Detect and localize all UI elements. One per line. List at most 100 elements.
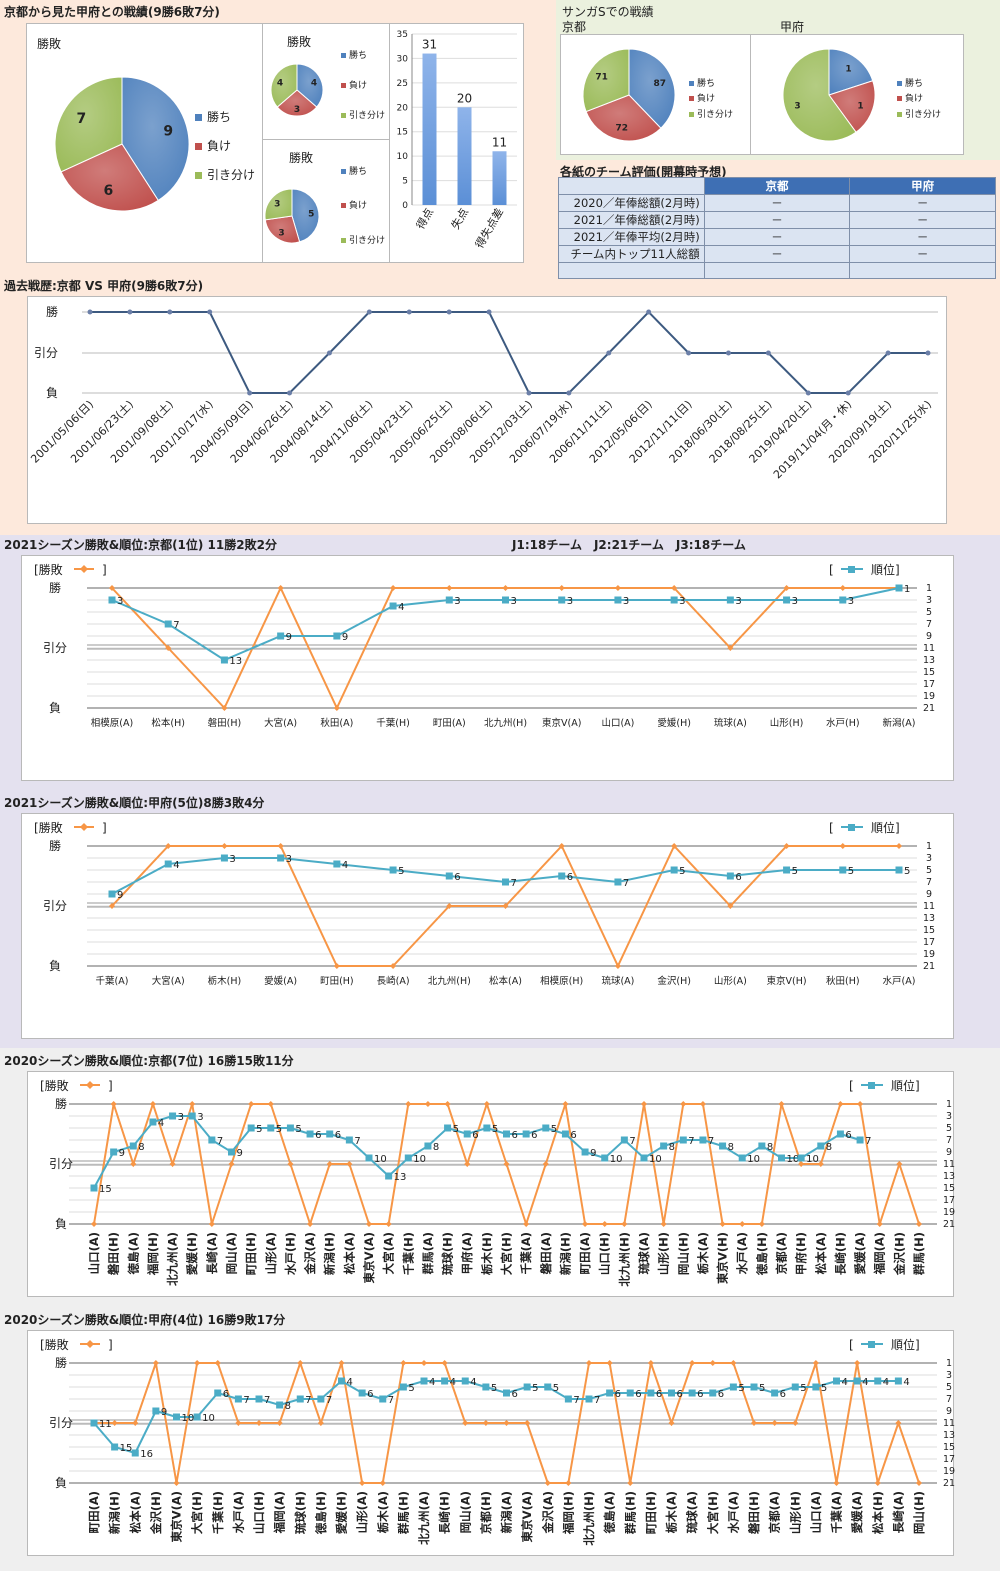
result-marker [544,1480,551,1486]
rank-legend-label: 順位] [891,1337,920,1352]
season-x-label: 山口(H) [598,1232,612,1275]
rank-marker [791,1383,799,1391]
season-x-label: 松本(A) [814,1232,828,1274]
history-point [686,350,692,356]
rank-line [93,1115,861,1189]
rank-marker [461,1377,469,1385]
result-marker [326,1161,333,1167]
season-y-label-win: 勝 [49,838,61,853]
season-x-label: 愛媛(H) [185,1232,199,1275]
rank-value-label: 7 [511,878,517,889]
bar-value-label: 20 [457,91,472,105]
rank-axis-tick: 5 [946,1382,952,1393]
rank-value-label: 6 [335,1130,341,1141]
rank-value-label: 8 [767,1142,773,1153]
rank-value-label: 6 [845,1130,851,1141]
season-x-label: 長崎(H) [833,1232,847,1275]
result-marker [751,1420,757,1426]
rank-value-label: 7 [629,1136,635,1147]
rank-value-label: 7 [594,1395,600,1406]
result-marker [896,1161,903,1167]
rank-value-label: 5 [551,1124,557,1135]
rank-marker [111,1443,119,1451]
rank-marker [614,878,622,886]
season-x-label: 東京V(H) [767,975,807,987]
result-marker [817,1161,824,1167]
rank-marker [169,1112,177,1120]
s2021f-panel: 1 3 5 7 9 11 13 15 17 19 21 勝引分負 [勝敗][順位] 9 4 3 3 4 5 6 7 6 7 5… [21,813,954,1039]
pie-panel-away: 勝敗 5 3 3 勝ち 負け 引き分け [262,139,390,263]
rank-marker [333,632,341,640]
result-marker [582,1221,589,1227]
rank-value-label: 16 [140,1449,153,1460]
season-x-label: 千葉(A) [830,1491,844,1533]
rank-axis-tick: 3 [946,1370,952,1381]
rank-marker [647,1389,655,1397]
rank-marker [424,1142,432,1150]
rank-value-label: 13 [229,656,242,667]
pie-sanga-kyoto: 87 72 71 [582,48,676,142]
result-marker [641,1101,647,1107]
rank-marker [797,1154,805,1162]
rank-value-label: 5 [904,866,910,877]
result-marker [228,1161,235,1167]
rank-marker [110,1148,118,1156]
eval-row: チーム内トップ11人総額－－ [558,245,996,263]
rank-value-label: 3 [286,854,292,865]
season-x-label: 岡山(H) [912,1491,926,1534]
result-marker [542,1161,549,1167]
rank-marker [522,1130,530,1138]
result-marker [482,1420,489,1426]
pie-slice-勝ち [628,48,676,129]
season-x-label: 町田(H) [320,976,354,987]
season-x-label: 磐田(H) [107,1232,121,1276]
rank-value-label: 8 [433,1142,439,1153]
season-x-label: 群馬(A) [421,1232,435,1275]
result-marker [558,843,565,849]
rank-value-label: 7 [388,1395,394,1406]
result-marker [812,1360,819,1366]
result-marker [524,1420,531,1426]
bar-y-tick: 25 [397,79,408,89]
eval-table: 京都 甲府 2020／年俸総額(2月時) －－ 2021／年俸総額(2月時) －－ … [558,177,996,279]
rank-marker [771,1389,779,1397]
season-x-label: 東京V(A) [520,1491,534,1542]
rank-marker [389,602,397,610]
history-x-label: 2019/11/04(月・休) [771,398,854,481]
bar-失点 [457,107,472,205]
bar-y-tick: 10 [397,152,409,162]
rank-value-label: 4 [903,1377,909,1388]
season-x-label: 松本(A) [342,1232,356,1274]
s2021k-title: 2021シーズン勝敗&順位:京都(1位) 11勝2敗2分 [4,538,277,552]
history-point [446,309,452,315]
result-marker [565,1480,572,1486]
rank-value-label: 5 [800,1383,806,1394]
season-x-label: 大宮(H) [706,1491,720,1534]
wl-legend-label: [勝敗 [40,1337,69,1352]
season-x-label: 山口(A) [809,1491,823,1533]
pie-value-label: 3 [278,229,284,239]
rank-value-label: 6 [697,1389,703,1400]
season-x-label: 京都(H) [479,1491,493,1534]
rank-axis-tick: 13 [923,913,935,924]
result-marker [730,1360,737,1366]
result-marker [778,1101,785,1107]
result-marker [719,1221,726,1227]
result-marker [346,1161,353,1167]
season-x-label: 栃木(H) [480,1232,494,1275]
rank-axis-tick: 7 [926,877,932,888]
result-marker [287,1161,294,1167]
legend-home-draw: 引き分け [341,108,385,121]
rank-value-label: 6 [570,1130,576,1141]
season-y-label-win: 勝 [55,1096,67,1111]
rank-marker [385,1172,393,1180]
rank-marker [149,1118,157,1126]
result-marker [606,1360,613,1366]
season-x-label: 琉球(H) [441,1232,455,1275]
s2020f-panel: 1 3 5 7 9 11 13 15 17 19 21 勝引分負 [勝敗][順位] 11 15 16 9 10 10… [27,1330,955,1556]
rank-value-label: 9 [286,632,292,643]
rank-marker [267,1124,275,1132]
rank-value-label: 7 [243,1395,249,1406]
rank-marker [783,596,791,604]
rank-marker [277,854,285,862]
